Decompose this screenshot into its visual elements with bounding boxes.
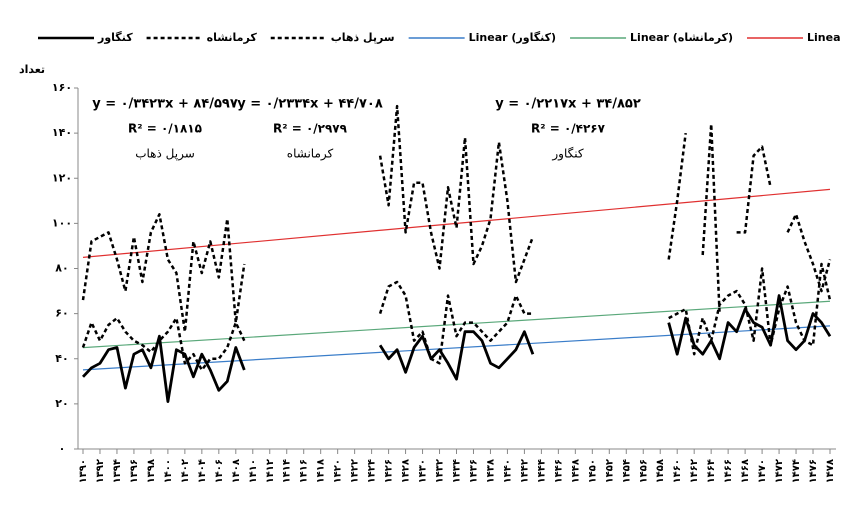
legend-label: Linear (سرپل ذهاب) xyxy=(807,31,841,44)
x-tick-label: ۱۴۱۲ xyxy=(265,459,276,483)
x-tick-label: ۱۴۰۸ xyxy=(231,459,242,483)
x-tick-label: ۱۴۳۶ xyxy=(468,459,479,483)
x-tick-label: ۱۴۷۲ xyxy=(774,459,785,483)
x-tick-label: ۱۴۱۸ xyxy=(316,459,327,483)
x-tick-label: ۱۴۲۶ xyxy=(384,459,395,483)
x-tick-label: ۱۳۹۰ xyxy=(78,459,89,483)
x-tick-label: ۱۴۴۸ xyxy=(570,459,581,483)
x-tick-label: ۱۴۶۸ xyxy=(740,459,751,483)
x-tick-label: ۱۴۳۴ xyxy=(452,459,463,483)
x-tick-label: ۱۳۹۴ xyxy=(112,459,123,483)
trend-r2: R² = ۰/۴۲۶۷ xyxy=(531,122,606,136)
x-tick-label: ۱۴۰۲ xyxy=(180,459,191,483)
y-tick-label: ۱۶۰ xyxy=(52,81,72,94)
series-line xyxy=(81,104,832,333)
x-tick-label: ۱۴۵۰ xyxy=(587,459,598,483)
y-tick-label: ۱۴۰ xyxy=(52,126,72,139)
x-tick-label: ۱۴۲۸ xyxy=(401,459,412,483)
x-tick-label: ۱۴۶۶ xyxy=(723,459,734,483)
x-tick-label: ۱۴۰۰ xyxy=(163,459,174,483)
x-tick-label: ۱۴۳۰ xyxy=(418,459,429,483)
x-tick-label: ۱۴۰۶ xyxy=(214,459,225,483)
trend-equation: y = ۰/۲۲۱۷x + ۳۴/۸۵۲ xyxy=(495,97,641,112)
x-tick-label: ۱۴۲۰ xyxy=(333,459,344,483)
x-tick-label: ۱۴۷۰ xyxy=(757,459,768,483)
x-tick-label: ۱۴۴۶ xyxy=(553,459,564,483)
trend-line xyxy=(82,300,831,349)
y-tick-label: ۱۰۰ xyxy=(52,216,72,229)
legend-label: کنگاور xyxy=(97,31,133,44)
x-tick-label: ۱۴۴۰ xyxy=(502,459,513,483)
trend-r2: R² = ۰/۲۹۷۹ xyxy=(273,122,348,136)
y-tick-label: ۴۰ xyxy=(55,352,68,365)
trend-line xyxy=(82,325,831,371)
x-tick-label: ۱۴۱۴ xyxy=(282,459,293,483)
x-tick-label: ۱۴۵۲ xyxy=(604,459,615,483)
y-tick-label: ۶۰ xyxy=(55,307,68,320)
trend-label: کنگاور xyxy=(551,147,583,162)
x-tick-label: ۱۳۹۶ xyxy=(129,459,140,483)
legend-label: سرپل ذهاب xyxy=(331,31,395,44)
legend-label: Linear (کنگاور) xyxy=(469,31,556,44)
x-tick-label: ۱۴۲۴ xyxy=(367,459,378,483)
x-tick-label: ۱۳۹۸ xyxy=(146,459,157,483)
x-tick-label: ۱۴۳۲ xyxy=(435,459,446,483)
x-tick-label: ۱۴۵۴ xyxy=(621,459,632,483)
x-tick-label: ۱۴۵۶ xyxy=(638,459,649,483)
x-tick-label: ۱۴۲۲ xyxy=(350,459,361,483)
x-tick-label: ۱۴۷۶ xyxy=(808,459,819,483)
legend-label: Linear (کرمانشاه) xyxy=(630,31,733,44)
x-tick-label: ۱۴۳۸ xyxy=(485,459,496,483)
legend-label: کرمانشاه xyxy=(207,31,258,44)
y-tick-label: ۰ xyxy=(59,442,66,455)
x-tick-label: ۱۴۶۴ xyxy=(706,459,717,483)
x-tick-label: ۱۴۴۲ xyxy=(519,459,530,483)
y-axis-label: تعداد xyxy=(19,63,45,76)
x-tick-label: ۱۳۹۲ xyxy=(95,459,106,483)
x-tick-label: ۱۴۷۸ xyxy=(825,459,836,483)
y-tick-label: ۸۰ xyxy=(55,262,68,275)
x-tick-label: ۱۴۶۰ xyxy=(672,459,683,483)
x-tick-label: ۱۴۱۰ xyxy=(248,459,259,483)
x-tick-label: ۱۴۵۸ xyxy=(655,459,666,483)
x-tick-label: ۱۴۰۴ xyxy=(197,459,208,483)
y-tick-label: ۲۰ xyxy=(55,397,68,410)
series-line xyxy=(81,262,832,372)
trend-r2: R² = ۰/۱۸۱۵ xyxy=(128,122,202,136)
x-tick-label: ۱۴۴۴ xyxy=(536,459,547,483)
x-tick-label: ۱۴۷۴ xyxy=(791,459,802,483)
trend-label: کرمانشاه xyxy=(287,147,334,162)
y-tick-label: ۱۲۰ xyxy=(52,171,72,184)
trend-label: سرپل ذهاب xyxy=(135,147,195,162)
x-tick-label: ۱۴۶۲ xyxy=(689,459,700,483)
x-tick-label: ۱۴۱۶ xyxy=(299,459,310,483)
trend-equation: y = ۰/۳۴۲۳x + ۸۴/۵۹۷ xyxy=(92,97,238,112)
trend-equation: y = ۰/۲۳۳۴x + ۴۴/۷۰۸ xyxy=(237,97,383,112)
